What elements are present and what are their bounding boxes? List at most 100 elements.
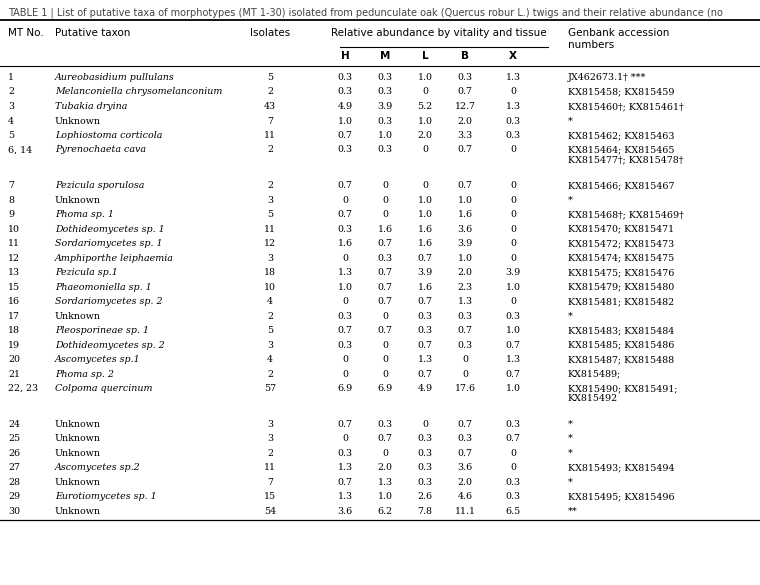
Text: 19: 19 [8, 340, 20, 349]
Text: 0.3: 0.3 [378, 419, 393, 429]
Text: 4.9: 4.9 [417, 384, 432, 393]
Text: 16: 16 [8, 297, 20, 306]
Text: 6.2: 6.2 [378, 507, 393, 515]
Text: 0.7: 0.7 [337, 326, 353, 335]
Text: 1.3: 1.3 [458, 297, 473, 306]
Text: KX815462; KX815463: KX815462; KX815463 [568, 131, 675, 140]
Text: 0.3: 0.3 [458, 340, 473, 349]
Text: Eurotiomycetes sp. 1: Eurotiomycetes sp. 1 [55, 492, 157, 501]
Text: Unknown: Unknown [55, 419, 101, 429]
Text: H: H [340, 51, 350, 61]
Text: 0.3: 0.3 [417, 449, 432, 457]
Text: 0: 0 [342, 195, 348, 205]
Text: 0: 0 [342, 355, 348, 364]
Text: MT No.: MT No. [8, 28, 44, 38]
Text: 21: 21 [8, 370, 20, 378]
Text: Unknown: Unknown [55, 195, 101, 205]
Text: 0.3: 0.3 [505, 116, 521, 126]
Text: KX815475; KX815476: KX815475; KX815476 [568, 268, 674, 277]
Text: 0: 0 [382, 181, 388, 190]
Text: 3.9: 3.9 [378, 102, 393, 111]
Text: 0.7: 0.7 [505, 434, 521, 443]
Text: Dothideomycetes sp. 2: Dothideomycetes sp. 2 [55, 340, 165, 349]
Text: 0.7: 0.7 [337, 181, 353, 190]
Text: 0.7: 0.7 [378, 326, 392, 335]
Text: 1.0: 1.0 [378, 131, 392, 140]
Text: Amphiporthe leiphaemia: Amphiporthe leiphaemia [55, 253, 174, 263]
Text: 0: 0 [342, 434, 348, 443]
Text: *: * [568, 419, 573, 429]
Text: 3.9: 3.9 [505, 268, 521, 277]
Text: 25: 25 [8, 434, 20, 443]
Text: 0: 0 [382, 370, 388, 378]
Text: 3: 3 [267, 195, 273, 205]
Text: 2: 2 [267, 312, 273, 321]
Text: 0.7: 0.7 [458, 181, 473, 190]
Text: 0.7: 0.7 [417, 297, 432, 306]
Text: 0.7: 0.7 [505, 340, 521, 349]
Text: 22, 23: 22, 23 [8, 384, 38, 393]
Text: 1.6: 1.6 [417, 239, 432, 248]
Text: 20: 20 [8, 355, 20, 364]
Text: Unknown: Unknown [55, 312, 101, 321]
Text: 1.0: 1.0 [337, 116, 353, 126]
Text: 12.7: 12.7 [454, 102, 476, 111]
Text: 1.6: 1.6 [378, 225, 393, 233]
Text: 0.7: 0.7 [378, 268, 392, 277]
Text: 5: 5 [267, 326, 273, 335]
Text: 0: 0 [510, 239, 516, 248]
Text: 54: 54 [264, 507, 276, 515]
Text: 0.3: 0.3 [378, 146, 393, 154]
Text: KX815493; KX815494: KX815493; KX815494 [568, 463, 675, 472]
Text: TABLE 1 | List of putative taxa of morphotypes (MT 1-30) isolated from peduncula: TABLE 1 | List of putative taxa of morph… [8, 7, 723, 18]
Text: 0.7: 0.7 [458, 326, 473, 335]
Text: 10: 10 [264, 283, 276, 291]
Text: 2.0: 2.0 [458, 116, 473, 126]
Text: 0.3: 0.3 [417, 477, 432, 487]
Text: 3: 3 [267, 419, 273, 429]
Text: 0: 0 [382, 312, 388, 321]
Text: 0.7: 0.7 [417, 370, 432, 378]
Text: 1.0: 1.0 [458, 195, 473, 205]
Text: Lophiostoma corticola: Lophiostoma corticola [55, 131, 163, 140]
Text: 1.3: 1.3 [505, 355, 521, 364]
Text: 1.3: 1.3 [417, 355, 432, 364]
Text: 2: 2 [267, 181, 273, 190]
Text: 0.7: 0.7 [417, 253, 432, 263]
Text: 0.7: 0.7 [505, 370, 521, 378]
Text: 0.7: 0.7 [458, 88, 473, 97]
Text: Aureobasidium pullulans: Aureobasidium pullulans [55, 73, 175, 82]
Text: Pyrenochaeta cava: Pyrenochaeta cava [55, 146, 146, 154]
Text: 2.0: 2.0 [458, 268, 473, 277]
Text: 0: 0 [510, 181, 516, 190]
Text: 11: 11 [264, 131, 276, 140]
Text: 0: 0 [510, 225, 516, 233]
Text: 30: 30 [8, 507, 20, 515]
Text: Phaeomoniella sp. 1: Phaeomoniella sp. 1 [55, 283, 152, 291]
Text: 0: 0 [510, 195, 516, 205]
Text: 11: 11 [264, 225, 276, 233]
Text: 1.0: 1.0 [417, 210, 432, 219]
Text: 2: 2 [267, 146, 273, 154]
Text: KX815466; KX815467: KX815466; KX815467 [568, 181, 675, 190]
Text: 0.7: 0.7 [378, 297, 392, 306]
Text: 2.3: 2.3 [458, 283, 473, 291]
Text: Putative taxon: Putative taxon [55, 28, 131, 38]
Text: 3.6: 3.6 [458, 225, 473, 233]
Text: Sordariomycetes sp. 2: Sordariomycetes sp. 2 [55, 297, 163, 306]
Text: B: B [461, 51, 469, 61]
Text: 2: 2 [267, 370, 273, 378]
Text: KX815481; KX815482: KX815481; KX815482 [568, 297, 674, 306]
Text: KX815489;: KX815489; [568, 370, 621, 378]
Text: Phoma sp. 1: Phoma sp. 1 [55, 210, 114, 219]
Text: Ascomycetes sp.2: Ascomycetes sp.2 [55, 463, 141, 472]
Text: 5: 5 [267, 73, 273, 82]
Text: 0: 0 [342, 297, 348, 306]
Text: Colpoma quercinum: Colpoma quercinum [55, 384, 153, 393]
Text: *: * [568, 449, 573, 457]
Text: 12: 12 [264, 239, 276, 248]
Text: 0.7: 0.7 [378, 283, 392, 291]
Text: 0: 0 [422, 88, 428, 97]
Text: 1.6: 1.6 [458, 210, 473, 219]
Text: KX815479; KX815480: KX815479; KX815480 [568, 283, 674, 291]
